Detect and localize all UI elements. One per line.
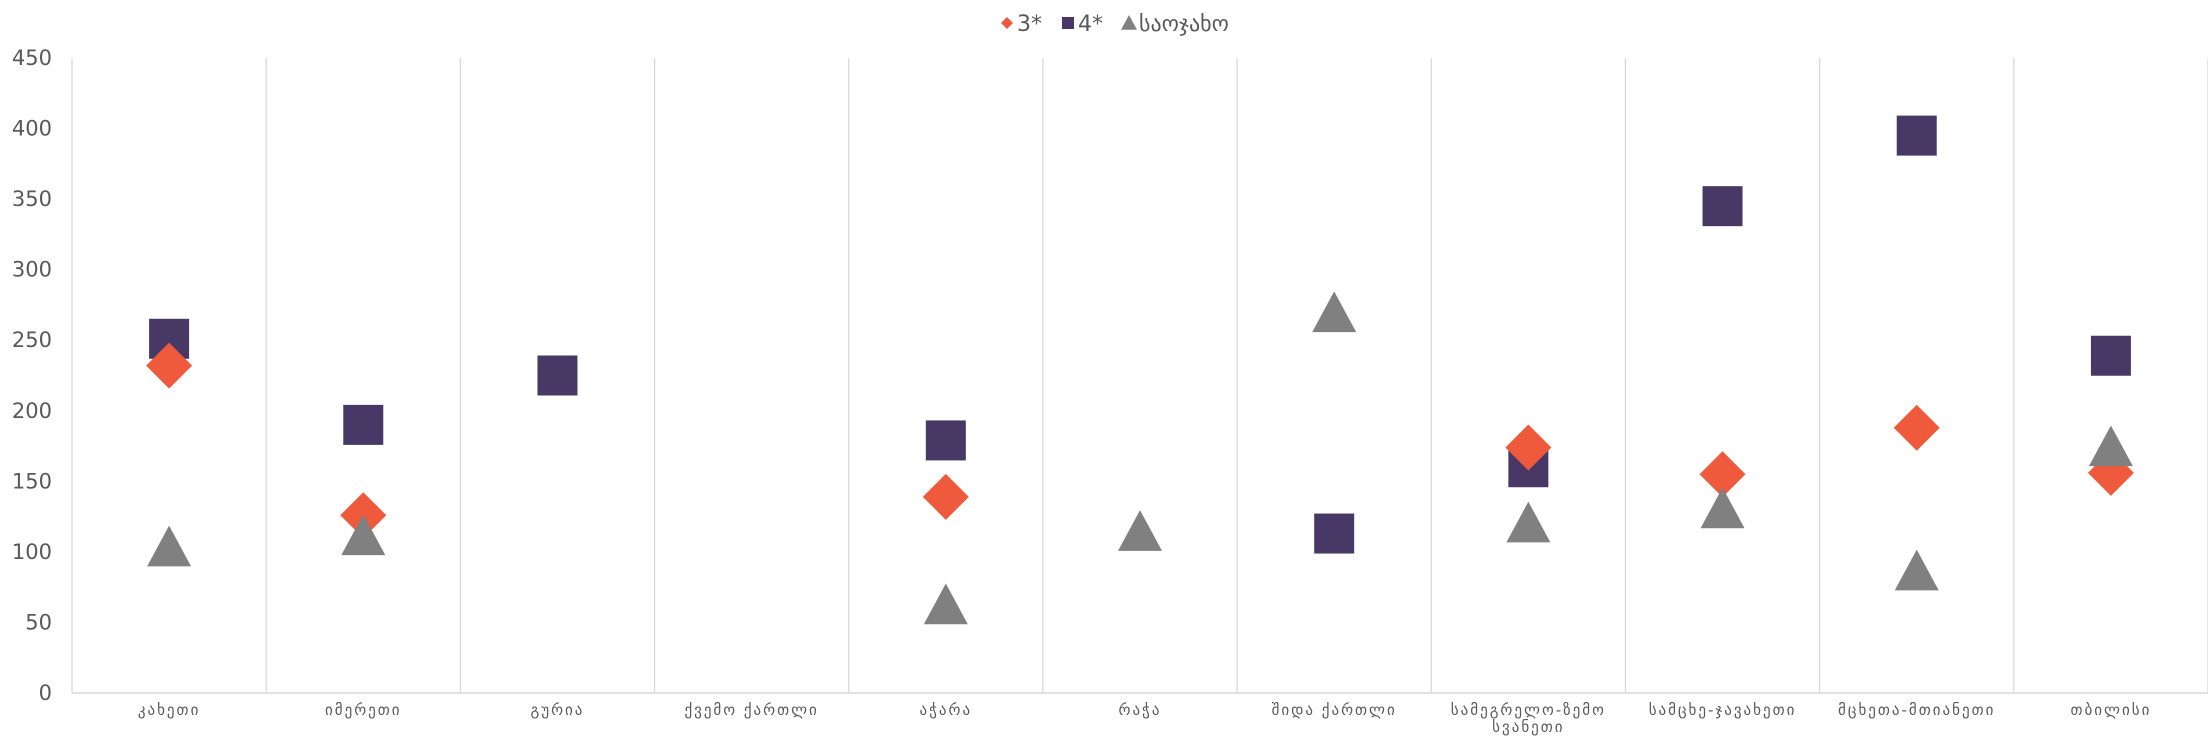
data-point-diamond (922, 473, 969, 520)
legend-marker-square (1062, 17, 1074, 29)
y-tick-label: 150 (12, 469, 52, 493)
data-point-square (1314, 513, 1355, 554)
y-tick-label: 450 (12, 46, 52, 70)
data-point-triangle (147, 525, 192, 567)
x-tick-label: იმერეთი (325, 701, 402, 719)
x-tick-label: რაჭა (1119, 701, 1162, 719)
data-point-diamond (146, 342, 193, 389)
x-tick-label: აჭარა (920, 701, 973, 719)
legend-label: 4* (1078, 12, 1103, 37)
y-tick-label: 100 (12, 540, 52, 564)
x-tick-label-line: იმერეთი (325, 701, 402, 719)
x-tick-label: მცხეთა-მთიანეთი (1838, 701, 1995, 719)
x-tick-label: შიდა ქართლი (1272, 701, 1397, 719)
x-tick-label-line: გურია (531, 701, 585, 719)
data-point-triangle (1506, 501, 1551, 543)
data-point-triangle (341, 514, 386, 556)
x-tick-label-line: რაჭა (1119, 701, 1162, 719)
data-point-triangle (1118, 510, 1162, 551)
category-gridlines (71, 58, 2208, 693)
data-point-diamond (1699, 451, 1746, 498)
x-axis-labels: კახეთი იმერეთი გურია ქვემო ქართლი აჭარა რაჭა შ… (138, 701, 2151, 736)
y-tick-label: 200 (12, 399, 52, 423)
legend-marker-triangle (1121, 15, 1137, 30)
x-tick-label-line: სვანეთი (1492, 718, 1564, 736)
data-point-square (925, 420, 966, 461)
y-tick-label: 300 (12, 258, 52, 282)
data-point-square (1702, 186, 1743, 227)
y-tick-label: 350 (12, 187, 52, 211)
data-point-triangle (1312, 291, 1357, 333)
x-tick-label: სამეგრელო-ზემო სვანეთი (1451, 701, 1606, 736)
data-point-triangle (1700, 487, 1745, 529)
legend-label: საოჯახო (1139, 12, 1229, 37)
x-tick-label-line: ქვემო ქართლი (684, 701, 818, 719)
x-tick-label-line: შიდა ქართლი (1272, 701, 1397, 719)
data-point-square (343, 404, 384, 445)
data-point-triangle (2088, 425, 2133, 467)
data-point-triangle (923, 583, 968, 625)
data-point-square (2090, 335, 2131, 376)
x-tick-label-line: სამეგრელო-ზემო (1451, 701, 1606, 719)
x-tick-label: გურია (531, 701, 585, 719)
legend-marker-diamond (1001, 17, 1013, 29)
x-tick-label: თბილისი (2070, 701, 2151, 719)
x-tick-label-line: თბილისი (2070, 701, 2151, 719)
data-point-diamond (1893, 404, 1940, 451)
x-tick-label-line: აჭარა (920, 701, 973, 719)
data-point-triangle (1894, 549, 1939, 591)
x-tick-label-line: სამცხე-ჯავახეთი (1649, 701, 1797, 719)
y-tick-label: 0 (39, 681, 52, 705)
data-point-square (1896, 115, 1937, 156)
y-tick-label: 400 (12, 117, 52, 141)
x-tick-label-line: კახეთი (138, 701, 201, 719)
data-point-square (537, 355, 578, 396)
x-tick-label: კახეთი (138, 701, 201, 719)
x-tick-label: ქვემო ქართლი (684, 701, 818, 719)
x-tick-label: სამცხე-ჯავახეთი (1649, 701, 1797, 719)
data-point-diamond (1505, 424, 1552, 471)
data-points (146, 115, 2134, 625)
y-tick-label: 250 (12, 328, 52, 352)
y-axis-ticks: 0 50 100 150 200 250 300 350 400 450 (12, 46, 52, 705)
legend-label: 3* (1017, 12, 1042, 37)
legend: 3* 4* საოჯახო (1001, 12, 1229, 37)
y-tick-label: 50 (25, 610, 52, 634)
x-tick-label-line: მცხეთა-მთიანეთი (1838, 701, 1995, 719)
